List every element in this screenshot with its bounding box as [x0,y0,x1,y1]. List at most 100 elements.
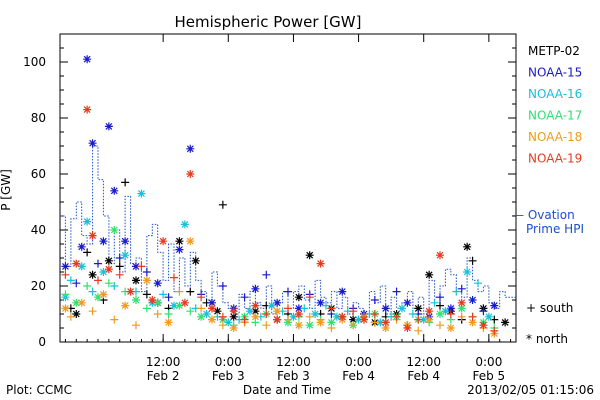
south-point [197,293,206,302]
south-point [66,312,75,321]
north-point [251,307,260,316]
north-point [381,324,390,332]
series-noaa-17 [61,226,499,332]
north-point [77,262,86,271]
south-point [83,282,92,290]
north-point [251,301,260,310]
north-point [229,312,238,321]
south-point [137,262,146,271]
north-point [186,170,195,178]
south-point [142,290,151,299]
x-tick-time-label: 12:00 [146,355,181,369]
north-point [153,298,162,307]
north-point [88,231,97,240]
south-point [262,310,271,318]
north-point [463,268,472,276]
south-point [490,326,499,335]
north-point [419,315,428,324]
north-point [164,318,173,327]
x-tick-time-label: 12:00 [276,355,311,369]
north-point [479,321,488,330]
north-point [202,310,211,318]
south-point [436,321,444,330]
north-point [294,310,303,318]
y-tick-label: 0 [38,335,46,349]
north-point [332,312,341,321]
north-point [294,304,303,313]
north-point [484,312,493,321]
south-point [468,312,477,321]
south-point [452,287,461,296]
x-tick-date-label: Feb 2 [147,369,180,383]
north-point [414,304,423,313]
north-point [186,237,195,246]
south-point [468,256,477,265]
north-point [376,318,385,327]
north-point [436,251,444,260]
north-point [273,298,282,307]
north-point [186,144,195,153]
north-point [180,298,189,307]
north-point [132,262,140,271]
north-point [88,139,97,148]
north-point [338,287,347,296]
north-point [83,217,92,226]
north-point [441,307,450,316]
south-point [104,279,113,288]
south-point [218,282,227,290]
north-point [104,122,113,131]
south-point [61,290,70,299]
north-point [110,186,119,195]
north-point [273,315,282,324]
north-point [294,321,303,330]
north-point [121,251,130,260]
north-point [229,307,238,316]
south-point [457,284,466,293]
ovation-legend-line2: Prime HPI [526,222,584,236]
north-point [251,312,260,321]
south-point [115,270,124,279]
north-point [403,298,412,307]
south-point [479,307,488,316]
north-point [213,307,222,316]
north-point [83,55,92,64]
south-point [164,310,173,318]
south-point [436,301,444,310]
south-point [94,276,102,285]
footer-timestamp: 2013/02/05 01:15:06 [467,383,594,397]
north-point [72,298,81,307]
north-point [289,312,298,321]
north-point [208,315,216,324]
south-point [240,293,249,302]
north-point [104,265,113,274]
south-point [142,268,151,276]
north-point [229,324,238,332]
x-tick-time-label: 12:00 [406,355,441,369]
north-point [104,256,113,265]
north-point [457,298,466,307]
north-point [224,318,233,327]
south-marker-legend: + south [526,301,573,315]
north-point [316,318,325,327]
north-point [121,301,130,310]
north-point [110,226,119,234]
north-point [501,318,510,327]
south-point [61,270,70,279]
north-point [273,307,282,316]
north-point [490,301,499,310]
north-point [175,301,184,310]
north-point [446,304,455,313]
south-point [218,312,227,321]
north-point [316,259,325,268]
south-point [370,318,379,327]
north-point [159,237,168,246]
chart-title: Hemispheric Power [GW] [175,13,362,31]
north-point [208,298,216,307]
north-point [191,256,200,265]
north-point [305,251,314,260]
north-point [349,315,358,324]
north-point [72,259,81,268]
north-point [311,310,320,318]
